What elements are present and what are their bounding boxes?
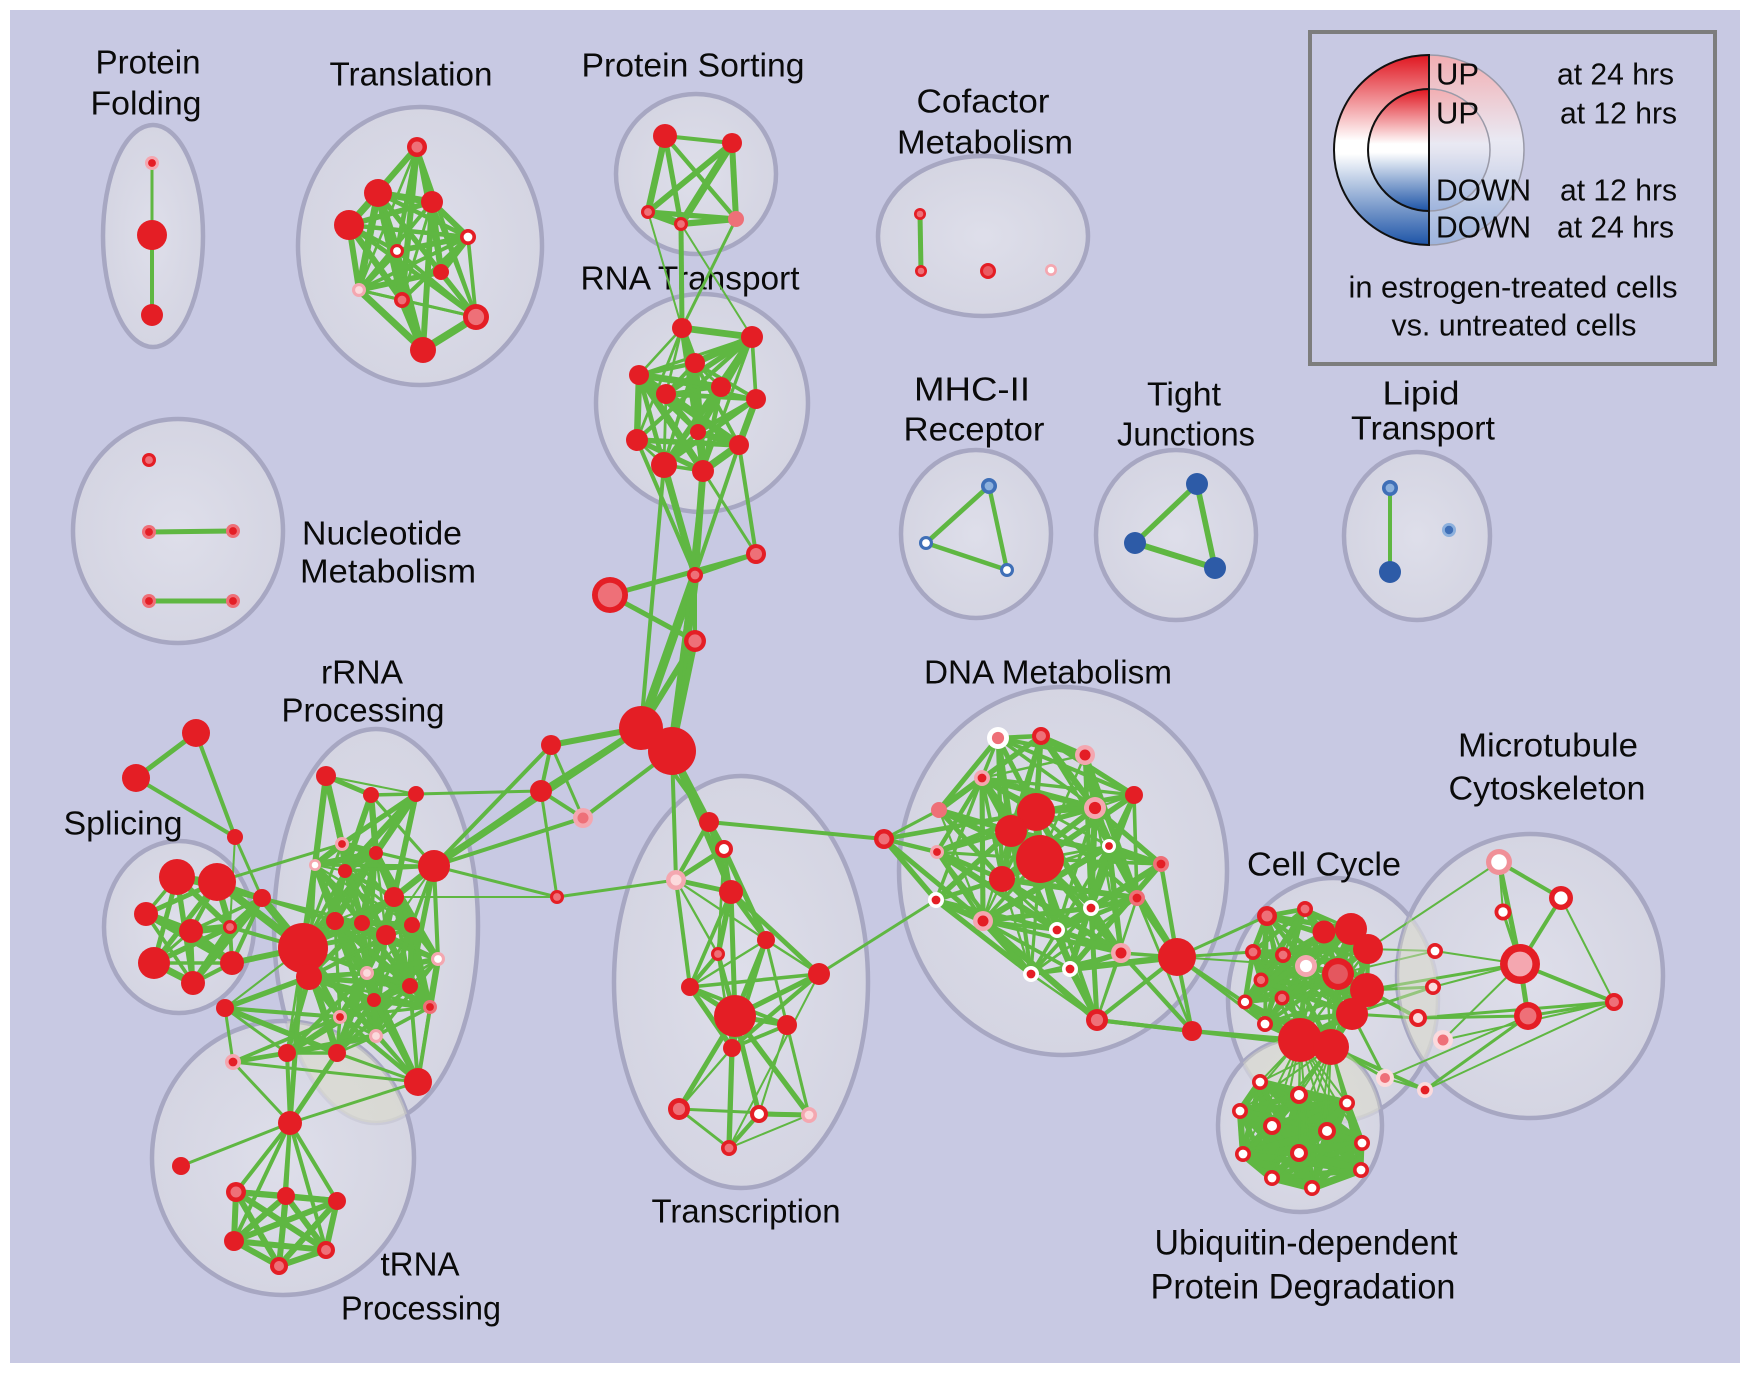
svg-text:MHC-II: MHC-II	[914, 371, 1030, 408]
svg-text:Splicing: Splicing	[64, 805, 183, 842]
svg-text:Cell Cycle: Cell Cycle	[1247, 846, 1401, 883]
svg-text:Receptor: Receptor	[904, 411, 1045, 448]
svg-text:Metabolism: Metabolism	[897, 124, 1073, 161]
svg-text:Ubiquitin-dependent: Ubiquitin-dependent	[1155, 1224, 1458, 1263]
svg-text:Cytoskeleton: Cytoskeleton	[1449, 770, 1646, 807]
svg-text:in estrogen-treated cells: in estrogen-treated cells	[1349, 270, 1678, 305]
svg-text:Processing: Processing	[282, 692, 445, 729]
svg-text:DOWN: DOWN	[1436, 173, 1531, 208]
svg-text:Tight: Tight	[1147, 376, 1221, 413]
svg-text:Lipid: Lipid	[1383, 375, 1460, 412]
svg-text:Microtubule: Microtubule	[1458, 727, 1638, 764]
svg-text:RNA Transport: RNA Transport	[581, 260, 800, 297]
svg-text:Translation: Translation	[330, 56, 493, 93]
svg-text:vs. untreated cells: vs. untreated cells	[1392, 308, 1637, 343]
svg-text:UP: UP	[1436, 57, 1479, 92]
svg-text:Transcription: Transcription	[652, 1193, 841, 1230]
svg-text:Protein Degradation: Protein Degradation	[1151, 1268, 1456, 1307]
svg-text:at 12 hrs: at 12 hrs	[1560, 96, 1677, 131]
svg-text:Protein Sorting: Protein Sorting	[582, 47, 805, 84]
svg-text:rRNA: rRNA	[321, 654, 403, 691]
svg-text:Folding: Folding	[91, 85, 202, 122]
svg-text:UP: UP	[1436, 96, 1479, 131]
svg-text:Junctions: Junctions	[1117, 416, 1255, 453]
svg-text:Protein: Protein	[96, 44, 201, 81]
svg-text:DNA Metabolism: DNA Metabolism	[924, 654, 1172, 691]
svg-text:at 24 hrs: at 24 hrs	[1557, 57, 1674, 92]
svg-text:at 24 hrs: at 24 hrs	[1557, 210, 1674, 245]
svg-text:Cofactor: Cofactor	[917, 83, 1050, 120]
svg-text:Transport: Transport	[1351, 410, 1495, 447]
svg-text:DOWN: DOWN	[1436, 210, 1531, 245]
svg-text:at 12 hrs: at 12 hrs	[1560, 173, 1677, 208]
svg-text:Nucleotide: Nucleotide	[302, 515, 462, 552]
svg-text:tRNA: tRNA	[381, 1246, 460, 1283]
svg-text:Metabolism: Metabolism	[300, 553, 476, 590]
svg-text:Processing: Processing	[341, 1290, 501, 1327]
